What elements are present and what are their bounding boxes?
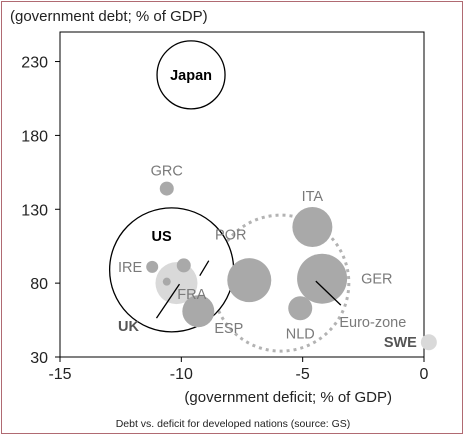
x-axis-title: (government deficit; % of GDP) xyxy=(184,389,392,406)
bubble-ire xyxy=(146,260,159,273)
y-tick-label: 30 xyxy=(30,350,48,367)
label-uk: UK xyxy=(118,319,139,335)
label-esp: ESP xyxy=(214,321,243,337)
y-axis-title: (government debt; % of GDP) xyxy=(10,8,208,25)
bubble-japan xyxy=(156,40,226,110)
por-leader-line xyxy=(199,260,210,276)
label-us: US xyxy=(152,229,172,245)
label-ger: GER xyxy=(361,272,392,288)
y-tick-label: 230 xyxy=(21,55,48,72)
x-tick-label: -10 xyxy=(170,366,193,383)
y-tick-label: 80 xyxy=(30,276,48,293)
uk-leader-line xyxy=(155,283,181,319)
label-euro-zone: Euro-zone xyxy=(339,315,406,331)
label-ire: IRE xyxy=(118,260,143,276)
x-tick-label: -15 xyxy=(48,366,71,383)
bubble-por xyxy=(162,277,171,286)
label-swe: SWE xyxy=(384,335,417,351)
eurozone-leader-line xyxy=(315,280,342,306)
y-tick-label: 180 xyxy=(21,128,48,145)
chart-caption: Debt vs. deficit for developed nations (… xyxy=(115,418,351,430)
bubble-euro-zone xyxy=(211,213,351,353)
label-grc: GRC xyxy=(151,164,183,180)
bubble-ita xyxy=(292,207,333,247)
x-tick-label: -5 xyxy=(296,366,310,383)
bubble-esp xyxy=(182,295,215,328)
bubble-ger xyxy=(297,253,348,304)
label-ita: ITA xyxy=(302,189,324,205)
bubble-unlabeled xyxy=(176,258,191,273)
bubble-uk xyxy=(155,262,198,305)
bubble-nld xyxy=(288,296,313,321)
label-por: POR xyxy=(215,228,246,244)
y-tick-label: 130 xyxy=(21,202,48,219)
plot-area xyxy=(59,31,425,358)
x-tick-label: 0 xyxy=(420,366,429,383)
label-fra: FRA xyxy=(177,287,206,303)
bubble-swe xyxy=(420,334,437,351)
label-nld: NLD xyxy=(286,326,315,342)
bubble-fra xyxy=(227,258,272,303)
label-japan: Japan xyxy=(170,68,212,84)
bubble-grc xyxy=(159,181,174,196)
